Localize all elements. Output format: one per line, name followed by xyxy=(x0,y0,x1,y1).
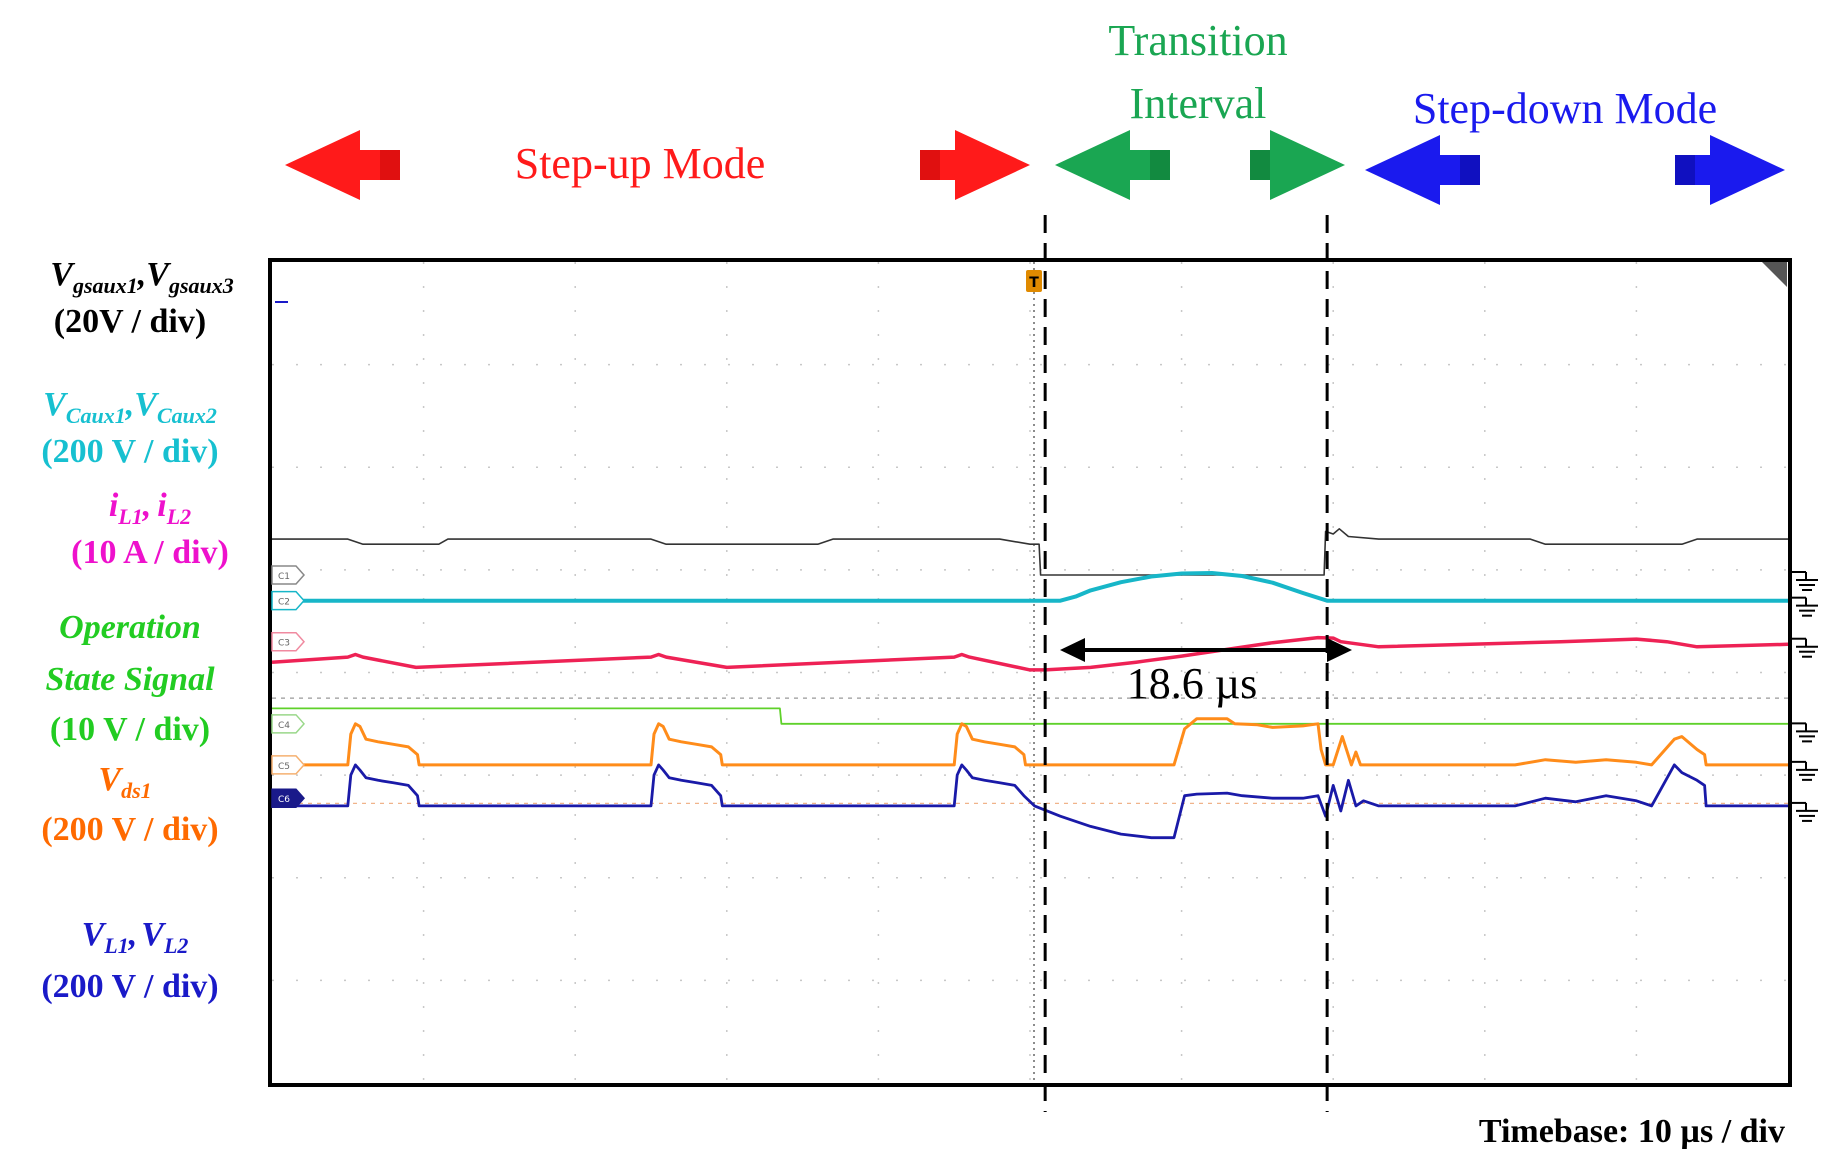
scope-screen xyxy=(268,258,1792,1087)
channel-marker-c1 xyxy=(271,565,306,585)
channel-marker-label: C3 xyxy=(278,639,290,649)
stepdown-right-arrow-icon xyxy=(1675,135,1785,205)
channel-marker-c6 xyxy=(271,788,306,808)
state-label-line1: Operation xyxy=(59,609,201,646)
ch1-scale: (20V / div) xyxy=(54,303,206,340)
trace-operation-state xyxy=(272,707,1788,725)
stepup-right-arrow-icon xyxy=(920,130,1030,200)
duration-arrow-left-head xyxy=(1060,638,1085,662)
state-label-line2: State Signal xyxy=(45,661,215,698)
trace-vcaux xyxy=(272,571,1788,603)
duration-arrow-right-head xyxy=(1327,638,1352,662)
mode-boundaries xyxy=(1043,215,1329,1112)
channel-marker-label: C1 xyxy=(278,572,290,582)
ch2-label: VCaux1,VCaux2 xyxy=(43,386,217,428)
stepdown-left-arrow-icon xyxy=(1365,135,1480,205)
channel-marker-label: C4 xyxy=(278,721,290,731)
trace-vgsaux xyxy=(272,528,1788,576)
ch6-label: VL1, VL2 xyxy=(82,916,189,958)
channel-marker-label: C2 xyxy=(278,598,290,608)
trigger-marker-label: T xyxy=(1029,275,1039,291)
channel-marker-c5 xyxy=(271,755,306,775)
ch6-scale: (200 V / div) xyxy=(41,968,218,1005)
mode-arrows xyxy=(285,130,1785,205)
trace-layer xyxy=(271,262,1789,1083)
channel-labels: Vgsaux1,Vgsaux3 (20V / div) VCaux1,VCaux… xyxy=(41,256,233,1005)
screen-corner-indicator xyxy=(1762,262,1787,287)
channel-marker-c4 xyxy=(271,714,306,734)
trace-vds1 xyxy=(272,717,1788,767)
ch3-scale: (10 A / div) xyxy=(71,534,229,571)
channel-marker-label: C6 xyxy=(278,795,290,805)
transition-label-line2: Interval xyxy=(1130,79,1267,128)
state-scale: (10 V / div) xyxy=(50,711,210,748)
timebase-label: Timebase: 10 µs / div xyxy=(1479,1113,1785,1150)
ch2-scale: (200 V / div) xyxy=(41,433,218,470)
stepup-mode-label: Step-up Mode xyxy=(515,139,766,188)
trace-il xyxy=(271,635,1789,672)
ch5-label: Vds1 xyxy=(98,761,151,803)
ground-symbols xyxy=(1792,571,1818,822)
transition-right-arrow-icon xyxy=(1250,130,1345,200)
duration-annotation: 18.6 µs xyxy=(1060,638,1352,708)
ch3-label: iL1, iL2 xyxy=(109,487,191,529)
duration-label: 18.6 µs xyxy=(1127,659,1257,708)
ch5-scale: (200 V / div) xyxy=(41,811,218,848)
transition-left-arrow-icon xyxy=(1055,130,1170,200)
stepup-left-arrow-icon xyxy=(285,130,400,200)
channel-markers: C1 C2 C3 C4 C5 C6 xyxy=(271,301,306,808)
trigger-marker: T xyxy=(1026,270,1042,292)
channel-marker-c2 xyxy=(271,590,306,611)
channel-marker-c3 xyxy=(271,631,306,652)
trace-vl xyxy=(272,763,1788,840)
channel-marker-label: C5 xyxy=(278,762,290,772)
transition-label-line1: Transition xyxy=(1108,16,1287,65)
stepdown-mode-label: Step-down Mode xyxy=(1413,84,1717,133)
ch1-label: Vgsaux1,Vgsaux3 xyxy=(50,256,233,298)
